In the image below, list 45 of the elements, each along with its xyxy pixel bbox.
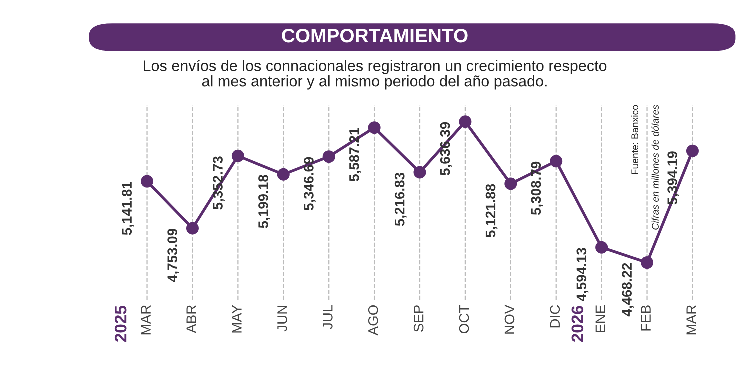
point <box>641 256 654 270</box>
x-tick-label: AGO <box>368 306 378 336</box>
data-label: 5,394.19 <box>668 152 680 205</box>
x-tick-label: FEB <box>641 306 651 331</box>
data-label: 5,216.83 <box>394 173 407 226</box>
annotation: Fuente: Banxico <box>631 105 639 174</box>
x-tick-label: JUN <box>278 306 288 332</box>
x-tick-label: NOV <box>504 304 515 334</box>
data-label: 4,753.09 <box>168 228 180 282</box>
point <box>459 116 472 128</box>
point <box>504 178 518 190</box>
data-label: 5,346.69 <box>304 157 316 210</box>
point <box>141 175 154 188</box>
x-tick-label: SEP <box>414 306 424 332</box>
data-label: 5,636.39 <box>440 122 452 176</box>
data-label: 4,468.22 <box>622 263 634 317</box>
data-label: 5,308.79 <box>531 162 544 216</box>
point <box>322 150 336 164</box>
x-tick-label: DIC <box>550 305 560 328</box>
chart-subtitle: Los envíos de los connacionales registraron un crecimiento respecto al mes anterior y al mismo periodo del año pasado. <box>144 60 607 90</box>
data-label: 5,121.88 <box>486 184 498 238</box>
x-tick-label: MAR <box>686 306 696 335</box>
point <box>550 155 563 168</box>
x-tick-label: OCT <box>459 305 470 334</box>
point <box>596 241 608 254</box>
data-label: 5,141.81 <box>122 182 134 236</box>
x-tick-label: ABR <box>186 306 196 334</box>
data-label: 5,352.73 <box>213 156 225 210</box>
x-tick-label: JUL <box>323 305 333 330</box>
chart-title: COMPORTAMIENTO <box>282 28 468 43</box>
x-tick-label: ENE <box>596 305 606 332</box>
x-tick-label: MAY <box>232 305 242 333</box>
point <box>277 168 290 181</box>
data-label: 5,199.18 <box>258 175 270 228</box>
point <box>186 222 199 235</box>
text: 2026 <box>572 306 584 342</box>
text: 2025 <box>114 306 127 342</box>
data-label: 5,587.21 <box>349 128 362 182</box>
point <box>414 166 426 179</box>
point <box>686 144 699 158</box>
point <box>368 122 381 134</box>
point <box>232 150 244 162</box>
annotation: Cifras en millones de dólares <box>652 105 659 230</box>
data-label: 4,594.13 <box>576 248 589 302</box>
x-tick-label: MAR <box>141 306 151 335</box>
